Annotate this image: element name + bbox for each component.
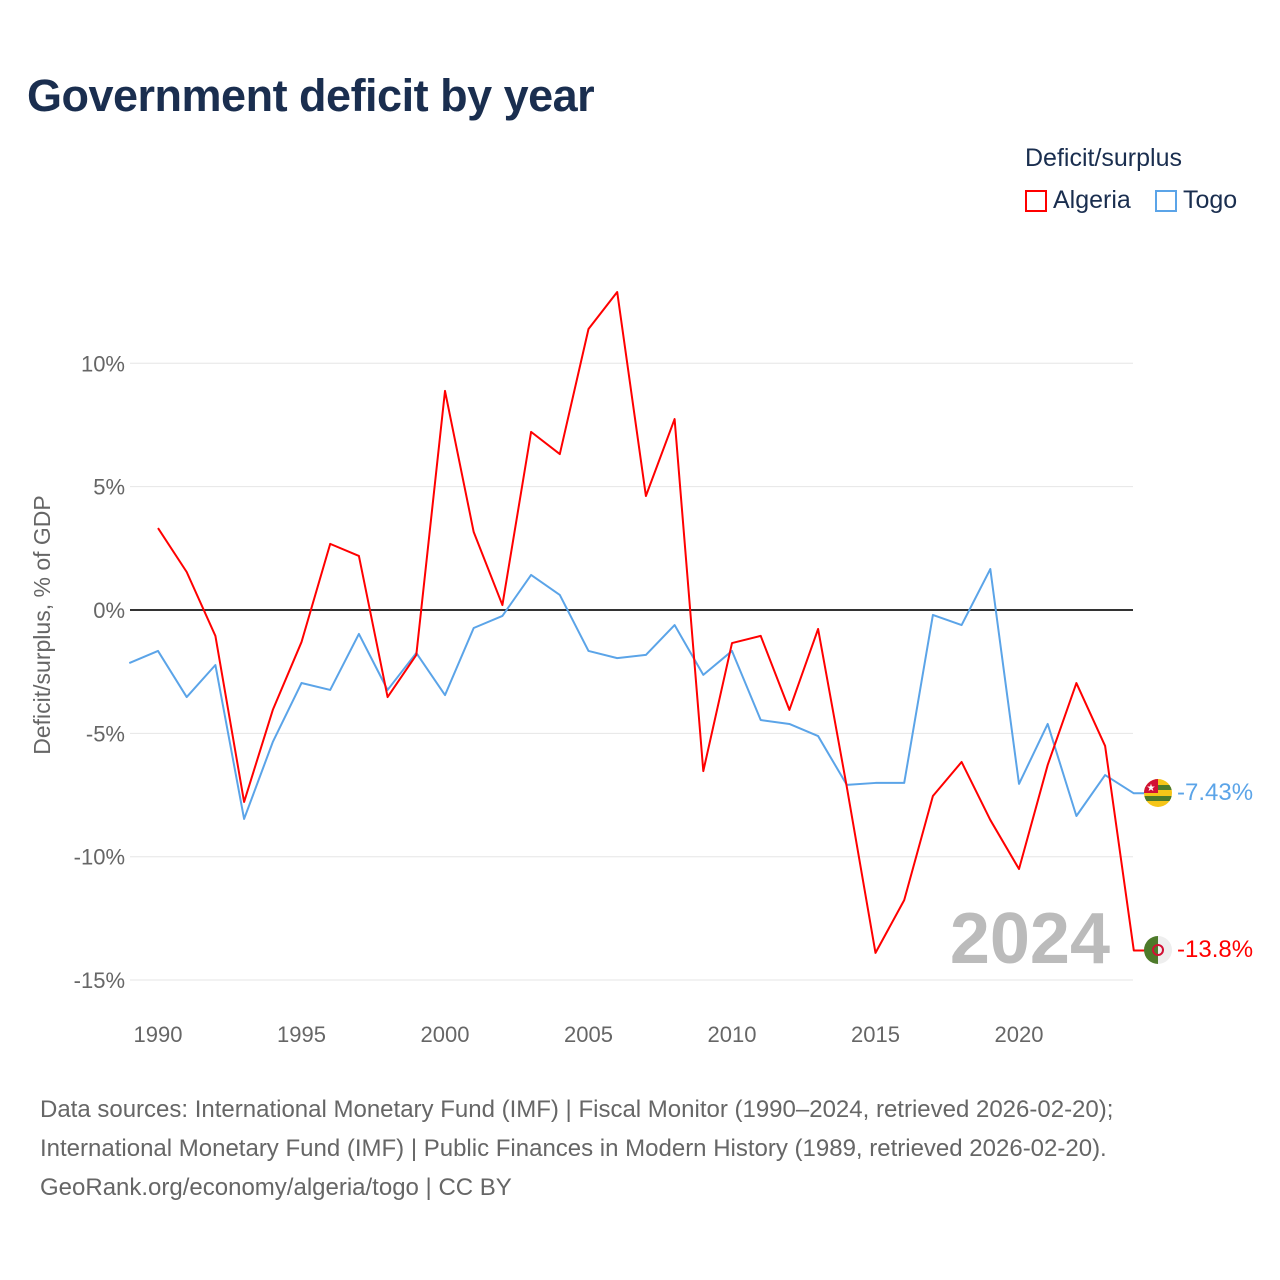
series-line-togo — [128, 568, 1145, 820]
x-tick-label: 2020 — [995, 1022, 1044, 1047]
legend-label: Algeria — [1053, 186, 1131, 214]
year-watermark: 2024 — [950, 899, 1110, 979]
y-tick-label: -10% — [74, 845, 125, 870]
togo-end-label: -7.43% — [1177, 779, 1253, 806]
y-tick-label: -5% — [86, 721, 125, 746]
y-tick-label: 5% — [93, 475, 125, 500]
legend-swatch-togo — [1155, 189, 1177, 212]
togo-flag-icon: ★ — [1144, 779, 1172, 807]
x-tick-label: 2015 — [851, 1022, 900, 1047]
legend-swatch-algeria — [1025, 189, 1047, 212]
x-tick-label: 1995 — [277, 1022, 326, 1047]
series-line-algeria — [157, 291, 1145, 954]
source-note: Data sources: International Monetary Fun… — [40, 1090, 1113, 1207]
x-tick-label: 2010 — [708, 1022, 757, 1047]
y-tick-label: -15% — [74, 968, 125, 993]
chart-title: Government deficit by year — [27, 70, 595, 121]
y-tick-label: 10% — [81, 351, 125, 376]
legend-item-togo[interactable]: Togo — [1155, 186, 1237, 215]
svg-text:★: ★ — [1147, 783, 1156, 794]
algeria-end-label: -13.8% — [1177, 936, 1253, 963]
y-tick-label: 0% — [93, 598, 125, 623]
legend-item-algeria[interactable]: Algeria — [1025, 186, 1131, 215]
algeria-flag-icon — [1144, 936, 1172, 964]
source-line: International Monetary Fund (IMF) | Publ… — [40, 1135, 1107, 1162]
x-tick-label: 2000 — [421, 1022, 470, 1047]
x-tick-label: 1990 — [134, 1022, 183, 1047]
x-tick-label: 2005 — [564, 1022, 613, 1047]
legend-label: Togo — [1183, 186, 1238, 214]
source-link[interactable]: GeoRank.org/economy/algeria/togo | CC BY — [40, 1174, 512, 1201]
y-axis-label: Deficit/surplus, % of GDP — [29, 495, 55, 754]
source-line: Data sources: International Monetary Fun… — [40, 1096, 1114, 1123]
legend-title: Deficit/surplus — [1025, 144, 1182, 172]
